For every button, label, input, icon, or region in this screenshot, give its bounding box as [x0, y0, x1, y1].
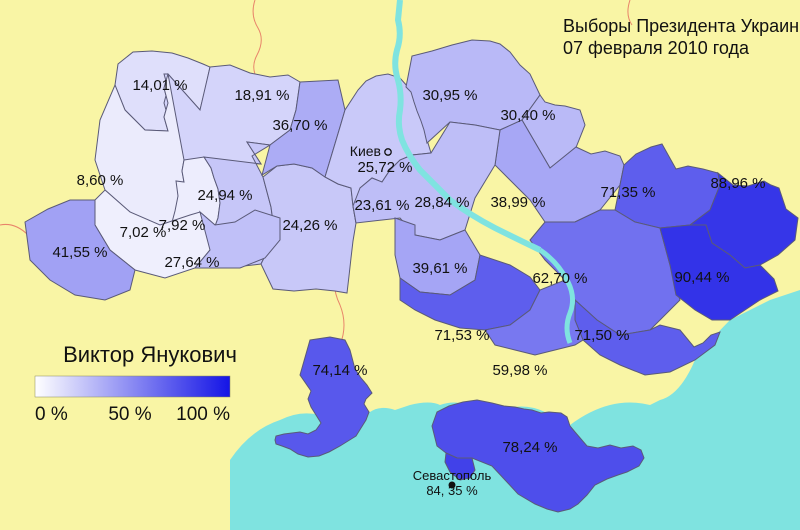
- svg-text:71,53 %: 71,53 %: [434, 327, 489, 344]
- svg-text:0 %: 0 %: [35, 404, 68, 425]
- svg-text:50 %: 50 %: [108, 404, 151, 425]
- svg-text:Севастополь: Севастополь: [413, 468, 492, 483]
- svg-text:Киев: Киев: [350, 143, 381, 159]
- svg-text:39,61 %: 39,61 %: [412, 260, 467, 277]
- svg-text:7,02 %: 7,02 %: [120, 224, 167, 241]
- svg-text:71,50 %: 71,50 %: [574, 327, 629, 344]
- svg-text:84, 35 %: 84, 35 %: [426, 483, 478, 498]
- svg-text:71,35 %: 71,35 %: [600, 184, 655, 201]
- svg-text:14,01 %: 14,01 %: [132, 77, 187, 94]
- svg-text:38,99 %: 38,99 %: [490, 194, 545, 211]
- svg-text:100 %: 100 %: [176, 404, 230, 425]
- svg-text:24,94 %: 24,94 %: [197, 187, 252, 204]
- svg-text:30,40 %: 30,40 %: [500, 107, 555, 124]
- svg-text:23,61 %: 23,61 %: [354, 197, 409, 214]
- svg-text:78,24 %: 78,24 %: [502, 439, 557, 456]
- svg-text:30,95 %: 30,95 %: [422, 87, 477, 104]
- svg-text:24,26 %: 24,26 %: [282, 217, 337, 234]
- svg-text:Выборы Президента Украины: Выборы Президента Украины: [563, 16, 800, 36]
- svg-text:36,70 %: 36,70 %: [272, 117, 327, 134]
- svg-text:Виктор Янукович: Виктор Янукович: [63, 342, 237, 367]
- svg-text:07 февраля 2010 года: 07 февраля 2010 года: [563, 38, 750, 58]
- svg-text:59,98 %: 59,98 %: [492, 362, 547, 379]
- svg-text:62,70 %: 62,70 %: [532, 270, 587, 287]
- svg-text:28,84 %: 28,84 %: [414, 194, 469, 211]
- svg-text:41,55 %: 41,55 %: [52, 244, 107, 261]
- svg-text:18,91 %: 18,91 %: [234, 87, 289, 104]
- svg-text:88,96 %: 88,96 %: [710, 175, 765, 192]
- svg-text:25,72 %: 25,72 %: [357, 159, 412, 176]
- svg-text:74,14 %: 74,14 %: [312, 362, 367, 379]
- svg-text:27,64 %: 27,64 %: [164, 254, 219, 271]
- svg-text:8,60 %: 8,60 %: [77, 172, 124, 189]
- svg-text:90,44 %: 90,44 %: [674, 269, 729, 286]
